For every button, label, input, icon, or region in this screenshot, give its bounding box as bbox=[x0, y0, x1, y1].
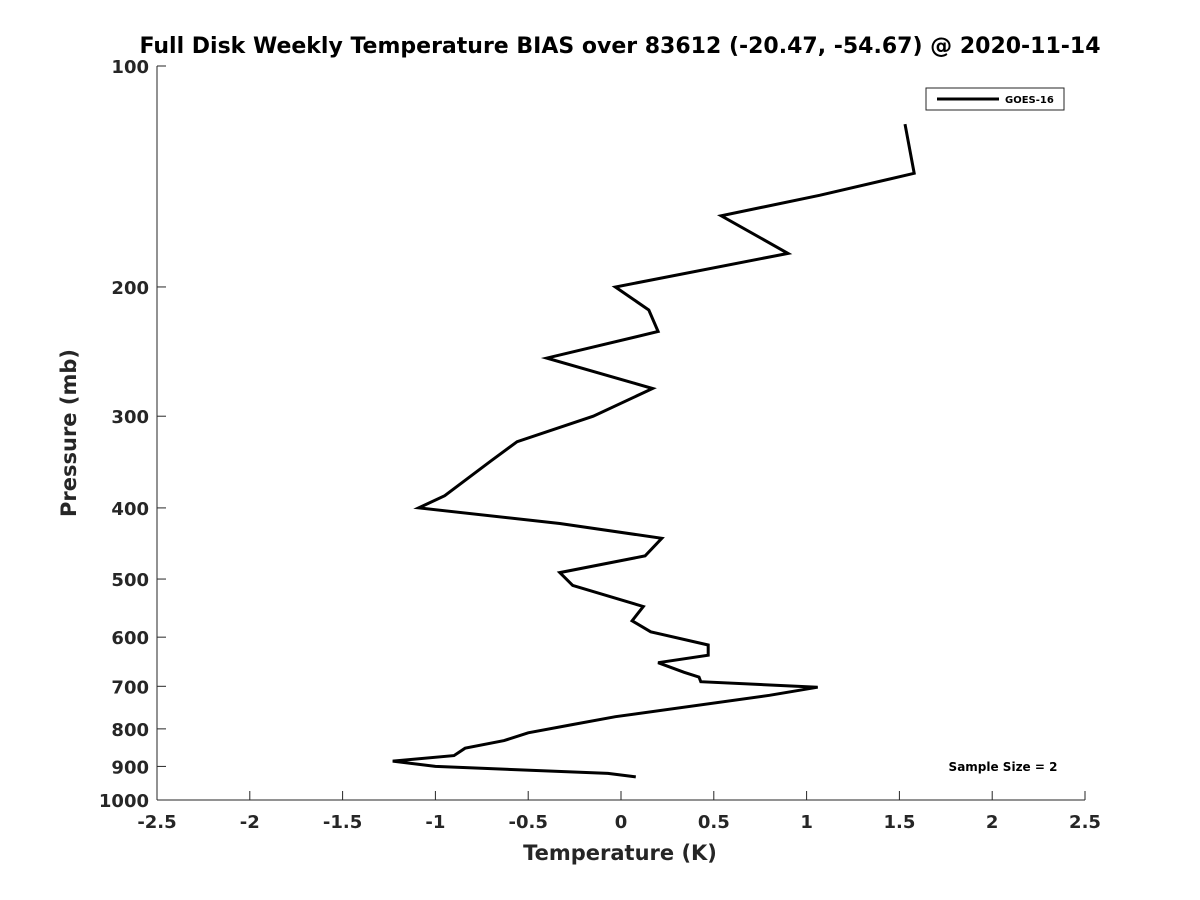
legend-label-goes-16: GOES-16 bbox=[1005, 95, 1054, 106]
x-tick-label: 0.5 bbox=[698, 812, 730, 833]
series-layer bbox=[392, 123, 916, 779]
x-tick-label: 2.5 bbox=[1069, 812, 1101, 833]
y-tick-label: 900 bbox=[111, 757, 149, 778]
y-tick-label: 1000 bbox=[99, 791, 149, 812]
x-tick-label: -0.5 bbox=[509, 812, 548, 833]
series-line-goes-16 bbox=[392, 123, 916, 779]
x-axis-ticks: -2.5 -2 -1.5 -1 -0.5 0 0.5 1 1.5 2 2.5 bbox=[137, 791, 1101, 833]
x-tick-label: -2.5 bbox=[137, 812, 176, 833]
y-tick-label: 500 bbox=[111, 570, 149, 591]
plot-axes bbox=[156, 66, 1085, 801]
legend: GOES-16 bbox=[925, 87, 1065, 111]
chart-title: Full Disk Weekly Temperature BIAS over 8… bbox=[139, 34, 1100, 59]
x-tick-label: -1.5 bbox=[323, 812, 362, 833]
y-tick-label: 100 bbox=[111, 57, 149, 78]
sample-size-annotation: Sample Size = 2 bbox=[949, 760, 1058, 774]
y-axis-ticks: 100 200 300 400 500 600 700 800 900 1000 bbox=[99, 57, 166, 812]
y-tick-label: 700 bbox=[111, 677, 149, 698]
y-tick-label: 600 bbox=[111, 628, 149, 649]
x-tick-label: 2 bbox=[986, 812, 999, 833]
y-tick-label: 400 bbox=[111, 499, 149, 520]
y-axis-label: Pressure (mb) bbox=[57, 349, 81, 517]
x-tick-label: 1 bbox=[800, 812, 813, 833]
x-tick-label: 1.5 bbox=[883, 812, 915, 833]
x-tick-label: -2 bbox=[240, 812, 260, 833]
x-tick-label: -1 bbox=[425, 812, 445, 833]
x-tick-label: 0 bbox=[615, 812, 628, 833]
y-tick-label: 200 bbox=[111, 278, 149, 299]
x-axis-label: Temperature (K) bbox=[523, 841, 717, 865]
y-tick-label: 300 bbox=[111, 407, 149, 428]
y-tick-label: 800 bbox=[111, 720, 149, 741]
